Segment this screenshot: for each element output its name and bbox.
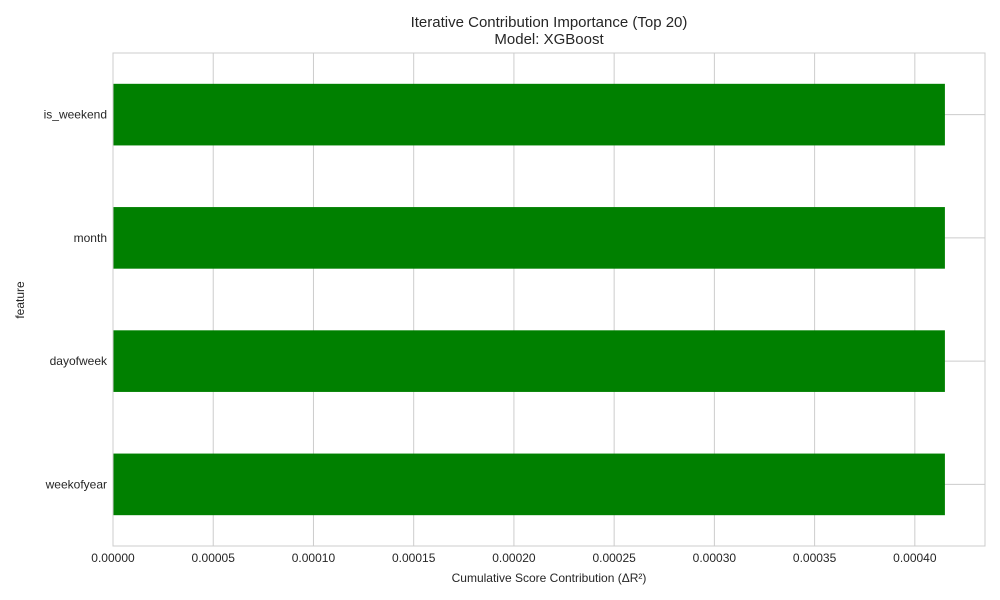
plot-area: 0.00000 0.00005 0.00010 0.00015 0.00020 0.000… bbox=[44, 52, 986, 565]
x-tick-label: 0.00015 bbox=[392, 551, 436, 565]
bar-is-weekend bbox=[113, 83, 945, 146]
x-tick-label: 0.00000 bbox=[91, 551, 135, 565]
x-tick-label: 0.00025 bbox=[592, 551, 636, 565]
x-tick-label: 0.00020 bbox=[492, 551, 536, 565]
bar-weekofyear bbox=[113, 453, 945, 516]
x-tick-label: 0.00035 bbox=[793, 551, 837, 565]
y-tick-label: dayofweek bbox=[50, 354, 108, 368]
x-tick-label: 0.00040 bbox=[893, 551, 937, 565]
chart-title: Iterative Contribution Importance (Top 2… bbox=[411, 14, 688, 31]
bar-dayofweek bbox=[113, 330, 945, 392]
x-tick-label: 0.00030 bbox=[693, 551, 737, 565]
y-tick-label: month bbox=[74, 231, 107, 245]
bar-month bbox=[113, 207, 945, 269]
y-tick-label: is_weekend bbox=[44, 108, 107, 122]
x-tick-label: 0.00005 bbox=[192, 551, 236, 565]
chart-subtitle: Model: XGBoost bbox=[494, 31, 604, 48]
y-axis-label: feature bbox=[13, 281, 27, 319]
plot-frame bbox=[112, 52, 986, 547]
x-axis-label: Cumulative Score Contribution (ΔR²) bbox=[452, 571, 647, 585]
y-tick-label: weekofyear bbox=[45, 477, 107, 491]
x-tick-label: 0.00010 bbox=[292, 551, 336, 565]
